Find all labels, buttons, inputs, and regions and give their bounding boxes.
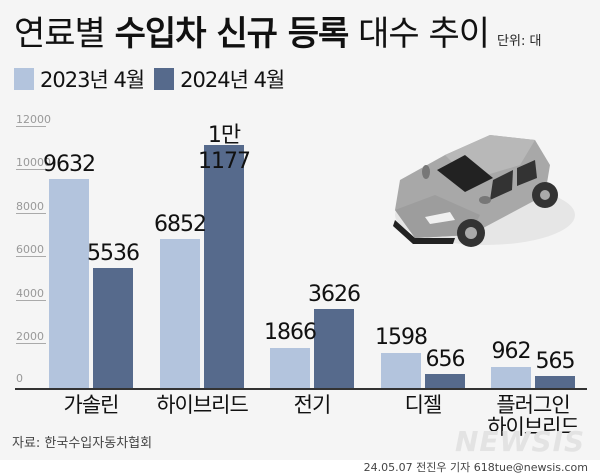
ytick-12000: 12000 (16, 113, 51, 127)
value-diesel-2023: 1598 (375, 325, 428, 350)
source-note: 자료: 한국수입자동차협회 (12, 436, 153, 451)
bar-phev-2023 (491, 367, 531, 388)
ytick-10000: 10000 (16, 156, 51, 170)
ytick-2000: 2000 (16, 330, 46, 344)
x-axis-line (15, 388, 587, 390)
title-suffix: 대수 추이 (348, 14, 490, 54)
bar-diesel-2024 (425, 374, 465, 388)
legend: 2023년 4월 2024년 4월 (14, 64, 294, 94)
category-gasoline: 가솔린 (63, 393, 120, 417)
value-hybrid-2024: 1만1177 (198, 123, 251, 174)
unit-label: 단위: 대 (497, 34, 542, 49)
bar-gasoline-2023 (49, 179, 89, 388)
legend-swatch-2023 (14, 68, 34, 90)
bar-electric-2024 (314, 309, 354, 388)
category-phev-line1: 플러그인 (496, 393, 570, 417)
ytick-8000: 8000 (16, 200, 46, 214)
legend-swatch-2024 (154, 68, 175, 90)
value-electric-2024: 3626 (308, 282, 361, 307)
legend-item-2024: 2024년 4월 (154, 64, 285, 94)
ytick-4000: 4000 (16, 287, 46, 301)
legend-item-2023: 2023년 4월 (14, 64, 145, 94)
bar-phev-2024 (535, 376, 575, 388)
value-diesel-2024: 656 (425, 347, 466, 372)
category-electric: 전기 (293, 393, 332, 417)
category-phev-line2: 하이브리드 (487, 415, 580, 439)
category-phev: 플러그인 하이브리드 (473, 394, 593, 438)
title-bold: 수입차 신규 등록 (114, 14, 350, 54)
category-hybrid: 하이브리드 (156, 393, 249, 417)
credit-line: 24.05.07 전진우 기자 618tue@newsis.com (363, 461, 588, 474)
title-prefix: 연료별 (14, 14, 115, 54)
bar-hybrid-2023 (160, 239, 200, 388)
category-diesel: 디젤 (404, 393, 443, 417)
bar-electric-2023 (270, 348, 310, 388)
ytick-0: 0 (16, 372, 23, 385)
value-electric-2023: 1866 (264, 320, 317, 345)
value-gasoline-2024: 5536 (87, 241, 140, 266)
value-phev-2023: 962 (491, 339, 532, 364)
bar-diesel-2023 (381, 353, 421, 388)
value-gasoline-2023: 9632 (43, 152, 96, 177)
value-phev-2024: 565 (535, 349, 576, 374)
legend-label-2023: 2023년 4월 (40, 68, 145, 92)
bar-gasoline-2024 (93, 268, 133, 388)
newsis-watermark: NEWSIS (455, 425, 586, 458)
legend-label-2024: 2024년 4월 (180, 68, 285, 92)
ytick-6000: 6000 (16, 243, 46, 257)
value-hybrid-2023: 6852 (154, 212, 207, 237)
bar-hybrid-2024 (204, 145, 244, 388)
car-illustration-icon (393, 135, 575, 247)
